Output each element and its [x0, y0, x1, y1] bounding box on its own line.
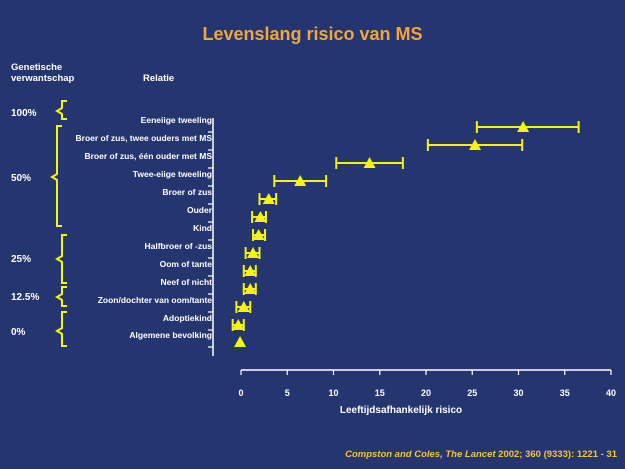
x-tick-label: 35 [560, 388, 570, 398]
risk-marker [232, 319, 245, 330]
risk-marker [363, 157, 376, 168]
x-tick-label: 0 [238, 388, 243, 398]
relation-label: Zoon/dochter van oom/tante [97, 295, 212, 305]
risk-marker [294, 175, 307, 186]
relation-label: Broer of zus [162, 187, 212, 197]
x-tick-label: 15 [375, 388, 385, 398]
risk-marker [247, 247, 260, 258]
citation-journal: Compston and Coles, The Lancet [345, 449, 496, 460]
relation-label: Ouder [186, 205, 212, 215]
risk-marker [237, 301, 250, 312]
x-tick-label: 5 [285, 388, 290, 398]
relation-label: Broer of zus, twee ouders met MS [75, 133, 213, 143]
relation-label: Adoptiekind [162, 313, 212, 323]
genetic-relatedness-header: Genetische verwantschap [11, 62, 74, 84]
x-tick-label: 30 [513, 388, 523, 398]
bracket-50-percent [50, 125, 62, 227]
percent-label-50: 50% [11, 173, 32, 184]
x-tick-label: 10 [328, 388, 338, 398]
relation-label: Eeneiige tweeling [140, 115, 212, 125]
x-tick-label: 25 [467, 388, 477, 398]
risk-marker [262, 193, 275, 204]
x-tick-label: 40 [606, 388, 616, 398]
genetic-header-line2: verwantschap [11, 73, 75, 84]
relation-label: Twee-eiige tweeling [132, 169, 212, 179]
citation-reference: 2002; 360 (9333): 1221 - 31 [495, 449, 617, 460]
genetic-header-line1: Genetische [11, 62, 63, 73]
risk-marker [254, 211, 267, 222]
risk-marker [469, 139, 482, 150]
relation-label: Broer of zus, één ouder met MS [84, 151, 212, 161]
citation: Compston and Coles, The Lancet 2002; 360… [345, 449, 617, 460]
risk-marker [234, 336, 247, 347]
x-axis-label: Leeftijdsafhankelijk risico [340, 405, 462, 416]
risk-marker [244, 265, 257, 276]
risk-marker [244, 283, 257, 294]
bracket-100-percent [55, 100, 67, 120]
percent-label-25: 25% [11, 254, 32, 265]
risk-marker [517, 121, 530, 132]
bracket-12-5-percent [55, 286, 67, 307]
percent-label-100: 100% [11, 108, 37, 119]
percent-label-12-5: 12.5% [11, 292, 40, 303]
relation-label: Algemene bevolking [129, 330, 212, 340]
chart-title: Levenslang risico van MS [202, 24, 423, 44]
risk-marker [252, 229, 265, 240]
bracket-25-percent [55, 234, 67, 284]
relation-label: Neef of nicht [160, 277, 212, 287]
relation-label: Oom of tante [159, 259, 212, 269]
percent-label-0: 0% [11, 327, 26, 338]
x-tick-label: 20 [421, 388, 431, 398]
bracket-0-percent [55, 311, 67, 347]
relation-label: Halfbroer of -zus [144, 241, 212, 251]
relation-label: Kind [193, 223, 212, 233]
relation-header: Relatie [143, 73, 175, 84]
